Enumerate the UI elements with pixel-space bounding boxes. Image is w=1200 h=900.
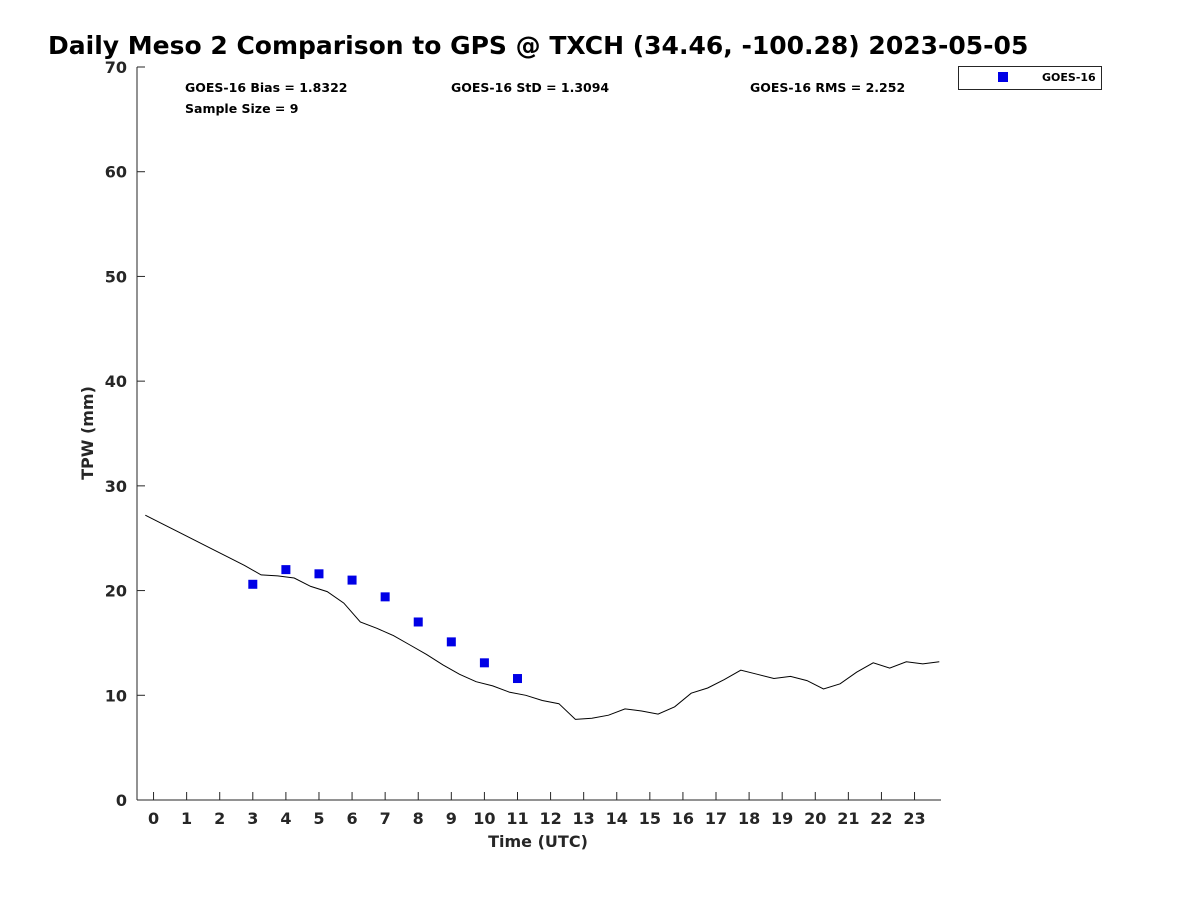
goes16-point xyxy=(347,575,357,585)
legend-label-goes16: GOES-16 xyxy=(1042,71,1096,84)
y-axis-ticks: 0 10 20 30 40 50 60 70 xyxy=(105,58,145,810)
x-tick-label: 1 xyxy=(181,809,192,828)
x-tick-label: 6 xyxy=(346,809,357,828)
x-tick-label: 7 xyxy=(380,809,391,828)
x-tick-label: 0 xyxy=(148,809,159,828)
goes16-point xyxy=(479,658,489,668)
y-tick-label: 50 xyxy=(105,267,127,286)
chart-title: Daily Meso 2 Comparison to GPS @ TXCH (3… xyxy=(48,31,1028,60)
x-tick-label: 9 xyxy=(446,809,457,828)
x-axis-ticks: 0 1 2 3 4 5 6 7 8 9 10 11 12 13 14 15 16 17 18 19 20 21 22 23 xyxy=(148,792,926,828)
x-tick-label: 14 xyxy=(606,809,628,828)
x-tick-label: 18 xyxy=(738,809,760,828)
stat-rms: GOES-16 RMS = 2.252 xyxy=(750,80,905,95)
x-tick-label: 20 xyxy=(804,809,826,828)
x-axis-label: Time (UTC) xyxy=(488,832,588,851)
y-tick-label: 0 xyxy=(116,791,127,810)
goes16-point xyxy=(413,617,423,627)
x-tick-label: 11 xyxy=(506,809,528,828)
stat-sample-size: Sample Size = 9 xyxy=(185,101,298,116)
y-tick-label: 30 xyxy=(105,477,127,496)
y-tick-label: 10 xyxy=(105,686,127,705)
x-tick-label: 21 xyxy=(837,809,859,828)
x-tick-label: 17 xyxy=(705,809,727,828)
legend-box xyxy=(958,66,1102,90)
legend: GOES-16 xyxy=(958,66,1102,90)
stat-std: GOES-16 StD = 1.3094 xyxy=(451,80,609,95)
y-tick-label: 70 xyxy=(105,58,127,77)
x-tick-label: 16 xyxy=(672,809,694,828)
x-tick-label: 22 xyxy=(870,809,892,828)
x-tick-label: 2 xyxy=(214,809,225,828)
stat-bias: GOES-16 Bias = 1.8322 xyxy=(185,80,347,95)
x-tick-label: 15 xyxy=(639,809,661,828)
x-tick-label: 8 xyxy=(413,809,424,828)
x-tick-label: 10 xyxy=(473,809,495,828)
x-tick-label: 19 xyxy=(771,809,793,828)
goes16-point xyxy=(281,565,291,575)
goes16-point xyxy=(248,579,258,589)
x-tick-label: 5 xyxy=(313,809,324,828)
gps-tpw-line xyxy=(145,514,940,720)
series-layer xyxy=(145,514,940,720)
plot-axes xyxy=(136,67,941,801)
y-tick-label: 40 xyxy=(105,372,127,391)
x-tick-label: 3 xyxy=(247,809,258,828)
x-tick-label: 13 xyxy=(573,809,595,828)
x-tick-label: 23 xyxy=(903,809,925,828)
goes16-point xyxy=(314,569,324,579)
y-axis-label: TPW (mm) xyxy=(78,386,97,480)
x-tick-label: 12 xyxy=(539,809,561,828)
goes16-point xyxy=(446,637,456,647)
y-tick-label: 60 xyxy=(105,163,127,182)
goes16-point xyxy=(512,674,522,684)
goes16-point xyxy=(380,592,390,602)
legend-marker-goes16 xyxy=(998,72,1008,82)
x-tick-label: 4 xyxy=(280,809,291,828)
y-tick-label: 20 xyxy=(105,582,127,601)
